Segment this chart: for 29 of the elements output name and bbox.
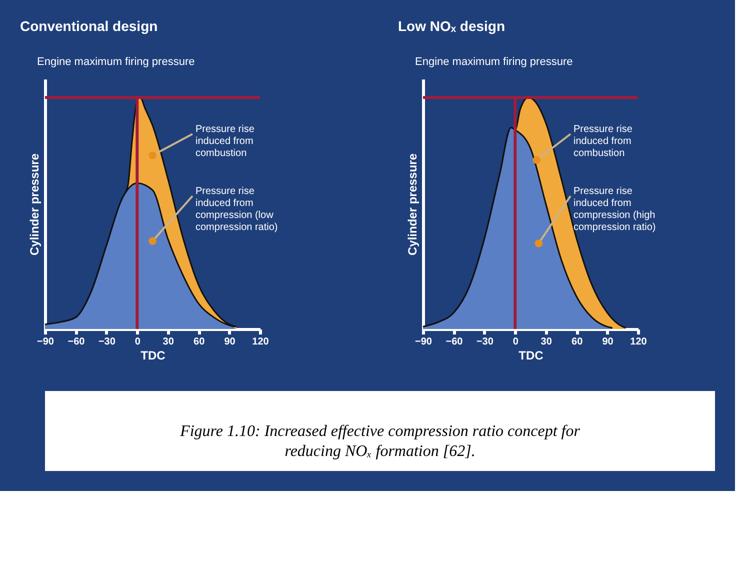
x-tick-label: 90 <box>224 336 236 348</box>
x-tick-label: 30 <box>540 336 552 348</box>
caption: Figure 1.10: Increased effective compression ratio concept for reducing NOₓ formation [62]. <box>179 423 581 460</box>
x-tick-label: −90 <box>415 336 432 348</box>
x-tick-label: 90 <box>602 336 614 348</box>
chart-title: Conventional design <box>20 18 158 34</box>
x-tick-label: −30 <box>476 336 494 348</box>
y-axis-title: Cylinder pressure <box>406 153 420 256</box>
x-tick-label: −60 <box>446 336 464 348</box>
annotation: Pressure rise induced from compression (low compression ratio) <box>196 186 278 233</box>
x-tick-label: 120 <box>252 336 270 348</box>
x-tick-label: −90 <box>37 336 54 348</box>
x-axis-title: TDC <box>140 348 166 362</box>
x-tick-label: 120 <box>630 336 648 348</box>
x-tick-label: 0 <box>134 336 141 348</box>
ref-line-label: Engine maximum firing pressure <box>415 56 573 68</box>
x-tick-label: −30 <box>98 336 116 348</box>
x-axis-title: TDC <box>518 348 544 362</box>
annotation: Pressure rise induced from combustion <box>574 124 633 159</box>
ref-line-label: Engine maximum firing pressure <box>37 56 195 68</box>
x-tick-label: −60 <box>68 336 86 348</box>
x-tick-label: 60 <box>194 336 206 348</box>
y-axis-title: Cylinder pressure <box>28 153 42 256</box>
annotation: Pressure rise induced from combustion <box>196 124 255 159</box>
chart-title: Low NOₓ design <box>398 18 506 34</box>
x-tick-label: 0 <box>512 336 519 348</box>
x-tick-label: 30 <box>162 336 174 348</box>
annotation: Pressure rise induced from compression (high compression ratio) <box>574 186 656 233</box>
x-tick-label: 60 <box>572 336 584 348</box>
